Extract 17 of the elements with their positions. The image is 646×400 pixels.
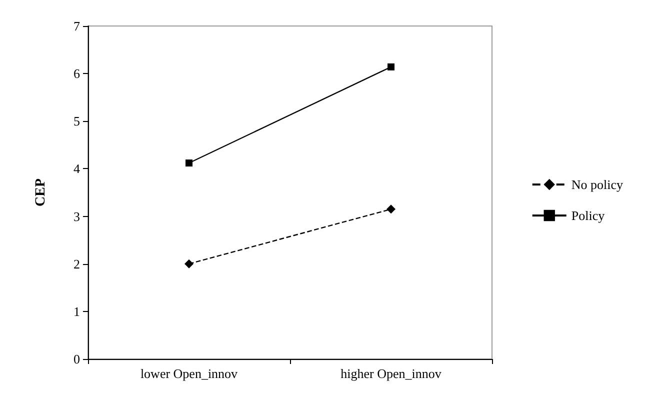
y-tick-label: 2 <box>74 256 80 272</box>
x-tick-label: lower Open_innov <box>140 366 238 381</box>
y-axis-title: CEP <box>34 178 48 206</box>
y-tick-label: 1 <box>74 304 80 319</box>
x-tick-label: higher Open_innov <box>340 366 442 381</box>
point <box>388 63 394 70</box>
y-tick-label: 0 <box>74 352 80 366</box>
point <box>386 204 396 214</box>
legend-label: No policy <box>571 177 624 192</box>
y-tick-label: 3 <box>74 208 80 224</box>
point <box>184 259 194 268</box>
point <box>186 160 192 167</box>
y-tick-label: 5 <box>74 114 80 129</box>
y-tick-label: 6 <box>74 66 80 82</box>
y-tick-label: 4 <box>74 161 80 176</box>
legend-label: Policy <box>571 208 606 223</box>
y-tick-label: 7 <box>74 18 80 34</box>
